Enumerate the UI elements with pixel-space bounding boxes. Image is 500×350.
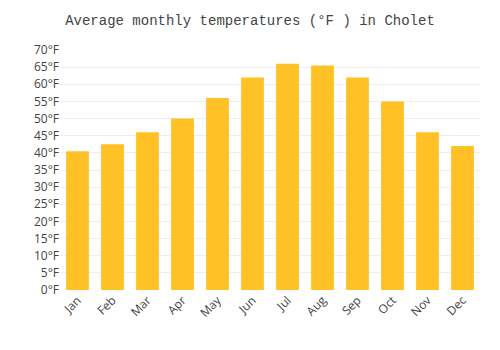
svg-text:70°F: 70°F: [34, 41, 59, 58]
svg-text:Average monthly temperatures (: Average monthly temperatures (°F ) in Ch…: [65, 13, 435, 29]
svg-text:May: May: [196, 291, 225, 320]
svg-text:Jun: Jun: [234, 292, 259, 317]
svg-text:Apr: Apr: [164, 292, 190, 318]
svg-text:Dec: Dec: [443, 292, 470, 319]
svg-text:50°F: 50°F: [34, 110, 59, 127]
svg-text:20°F: 20°F: [34, 213, 59, 230]
svg-text:Jan: Jan: [60, 292, 85, 317]
svg-text:10°F: 10°F: [34, 247, 59, 264]
svg-text:35°F: 35°F: [34, 161, 59, 178]
svg-text:Nov: Nov: [407, 292, 435, 320]
svg-text:45°F: 45°F: [34, 127, 59, 144]
svg-text:Jul: Jul: [272, 292, 294, 314]
svg-text:30°F: 30°F: [34, 178, 59, 195]
svg-text:5°F: 5°F: [41, 264, 59, 281]
svg-text:15°F: 15°F: [34, 230, 59, 247]
svg-text:Oct: Oct: [374, 292, 400, 318]
svg-text:25°F: 25°F: [34, 195, 59, 212]
svg-text:Sep: Sep: [338, 292, 365, 319]
svg-text:60°F: 60°F: [34, 75, 59, 92]
svg-text:40°F: 40°F: [34, 144, 59, 161]
svg-text:Aug: Aug: [302, 292, 330, 320]
svg-text:55°F: 55°F: [34, 93, 59, 110]
svg-text:65°F: 65°F: [34, 58, 59, 75]
svg-text:Mar: Mar: [127, 292, 155, 320]
svg-text:0°F: 0°F: [41, 281, 59, 298]
svg-text:Feb: Feb: [93, 292, 119, 318]
